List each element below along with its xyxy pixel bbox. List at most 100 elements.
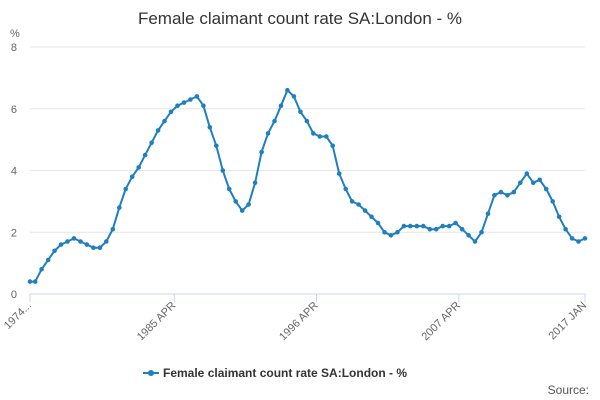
data-point[interactable] xyxy=(563,226,568,232)
data-point[interactable] xyxy=(356,202,361,207)
data-point[interactable] xyxy=(531,180,536,186)
data-point[interactable] xyxy=(142,152,148,158)
data-point[interactable] xyxy=(382,230,387,235)
data-point[interactable] xyxy=(84,242,90,247)
data-point[interactable] xyxy=(343,186,349,192)
data-point[interactable] xyxy=(543,186,549,192)
data-point[interactable] xyxy=(330,143,336,149)
data-point[interactable] xyxy=(311,131,316,136)
data-point[interactable] xyxy=(524,171,530,176)
data-point[interactable] xyxy=(362,208,368,213)
data-point[interactable] xyxy=(453,220,458,226)
x-tick-label: 1974... xyxy=(2,300,34,332)
legend[interactable]: Female claimant count rate SA:London - % xyxy=(143,366,407,380)
data-point[interactable] xyxy=(369,214,374,220)
data-point[interactable] xyxy=(324,134,329,139)
data-point[interactable] xyxy=(39,267,44,272)
data-point[interactable] xyxy=(45,257,51,263)
data-point[interactable] xyxy=(32,279,38,284)
data-point[interactable] xyxy=(479,230,484,235)
data-point[interactable] xyxy=(91,245,96,250)
data-point[interactable] xyxy=(97,245,103,250)
data-point[interactable] xyxy=(511,189,517,195)
data-point[interactable] xyxy=(298,109,303,115)
data-point[interactable] xyxy=(336,171,342,176)
data-point[interactable] xyxy=(401,223,407,229)
data-point[interactable] xyxy=(214,143,219,149)
data-point[interactable] xyxy=(349,199,355,204)
data-point[interactable] xyxy=(388,233,394,238)
data-point[interactable] xyxy=(149,140,154,145)
data-point[interactable] xyxy=(194,94,200,99)
data-point[interactable] xyxy=(375,220,381,226)
grid xyxy=(30,46,585,233)
data-point[interactable] xyxy=(58,242,64,247)
data-point[interactable] xyxy=(414,223,420,229)
data-point[interactable] xyxy=(556,214,562,220)
data-point[interactable] xyxy=(110,226,116,232)
data-point[interactable] xyxy=(168,109,174,115)
data-point[interactable] xyxy=(498,189,504,195)
data-point[interactable] xyxy=(175,103,180,108)
data-point[interactable] xyxy=(459,226,465,232)
data-point[interactable] xyxy=(220,168,226,173)
data-point[interactable] xyxy=(78,239,83,244)
data-point[interactable] xyxy=(65,239,70,244)
data-point[interactable] xyxy=(433,226,439,232)
data-point[interactable] xyxy=(278,103,284,108)
data-point[interactable] xyxy=(252,180,258,186)
data-point[interactable] xyxy=(466,233,471,238)
data-point[interactable] xyxy=(155,128,161,133)
data-point[interactable] xyxy=(52,248,57,254)
data-point[interactable] xyxy=(518,180,523,186)
data-point[interactable] xyxy=(485,211,491,216)
data-point[interactable] xyxy=(104,239,109,244)
data-point[interactable] xyxy=(446,223,452,229)
y-tick-label: 6 xyxy=(11,104,17,116)
data-point[interactable] xyxy=(272,118,277,124)
data-point[interactable] xyxy=(259,149,264,155)
data-point[interactable] xyxy=(129,174,135,179)
data-point[interactable] xyxy=(265,131,271,136)
data-point[interactable] xyxy=(246,202,251,207)
data-point[interactable] xyxy=(537,177,542,183)
data-point[interactable] xyxy=(285,87,290,93)
data-point[interactable] xyxy=(27,279,33,284)
data-point[interactable] xyxy=(71,236,77,241)
data-point[interactable] xyxy=(317,134,323,139)
data-point[interactable] xyxy=(123,186,128,192)
data-point[interactable] xyxy=(492,192,497,198)
data-point[interactable] xyxy=(136,165,141,170)
data-point[interactable] xyxy=(162,118,167,124)
y-axis: 0 2 4 6 8 xyxy=(11,42,17,301)
data-point[interactable] xyxy=(505,192,510,198)
x-tick-label: 1985 APR xyxy=(135,300,179,344)
data-point[interactable] xyxy=(117,205,122,210)
data-point[interactable] xyxy=(421,223,426,229)
data-point[interactable] xyxy=(427,226,433,232)
source-credit[interactable]: Source: xyxy=(548,383,589,397)
data-point[interactable] xyxy=(550,199,555,204)
data-point[interactable] xyxy=(233,199,238,204)
data-point[interactable] xyxy=(440,223,446,229)
data-point[interactable] xyxy=(408,223,413,229)
series xyxy=(27,87,588,284)
data-point[interactable] xyxy=(226,186,232,192)
data-point[interactable] xyxy=(181,100,187,105)
y-axis-label: % xyxy=(10,28,20,40)
data-point[interactable] xyxy=(395,230,400,235)
data-point[interactable] xyxy=(472,239,478,244)
data-point[interactable] xyxy=(304,118,310,124)
data-point[interactable] xyxy=(188,97,193,102)
data-point[interactable] xyxy=(569,236,575,241)
data-point[interactable] xyxy=(207,125,213,130)
legend-series-marker xyxy=(148,370,154,376)
data-point[interactable] xyxy=(582,236,588,241)
y-tick-label: 2 xyxy=(11,227,17,239)
data-point[interactable] xyxy=(576,239,581,244)
data-point[interactable] xyxy=(239,208,245,213)
data-point[interactable] xyxy=(291,94,297,99)
data-point[interactable] xyxy=(201,103,206,108)
x-tick-label: 1996 APR xyxy=(277,300,321,344)
